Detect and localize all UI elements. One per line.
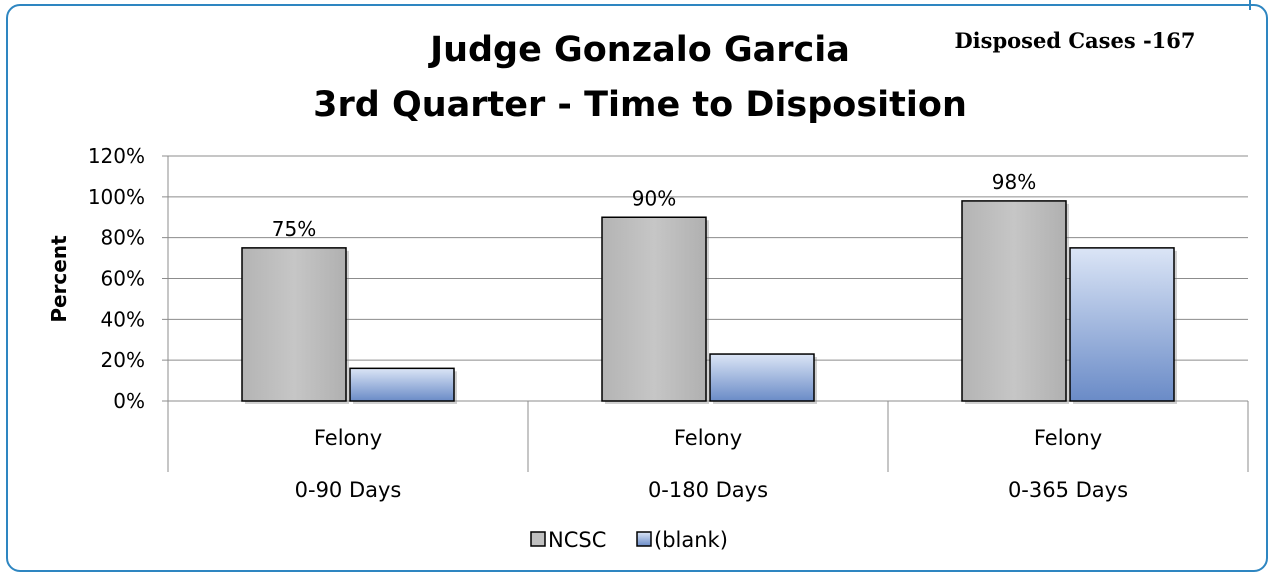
corner-mark-icon: [1249, 0, 1251, 10]
y-tick-label: 100%: [88, 185, 145, 209]
legend-swatch-ncsc: [530, 531, 546, 547]
data-label-ncsc: 90%: [632, 186, 676, 210]
y-axis-label: Percent: [47, 235, 71, 323]
bar-ncsc: [601, 216, 707, 402]
y-tick-label: 120%: [88, 144, 145, 168]
bar-ncsc: [241, 247, 347, 402]
category-label-type: Felony: [674, 426, 742, 450]
bars: [241, 200, 1177, 404]
category-label-range: 0-90 Days: [295, 478, 402, 502]
category-label-type: Felony: [314, 426, 382, 450]
legend: NCSC (blank): [530, 528, 728, 552]
bar-blank: [709, 353, 815, 402]
data-label-ncsc: 75%: [272, 217, 316, 241]
y-tick-label: 20%: [101, 348, 145, 372]
disposed-cases-note: Disposed Cases -167: [954, 28, 1195, 53]
y-tick-label: 80%: [101, 226, 145, 250]
y-tick-label: 40%: [101, 307, 145, 331]
category-labels: Felony 0-90 Days Felony 0-180 Days Felony 0-3…: [295, 426, 1128, 502]
y-tick-label: 60%: [101, 267, 145, 291]
legend-label-blank: (blank): [654, 528, 728, 552]
legend-swatch-blank: [636, 531, 652, 547]
y-tick-label: 0%: [113, 389, 145, 413]
category-label-range: 0-365 Days: [1008, 478, 1128, 502]
bar-ncsc: [961, 200, 1067, 402]
legend-label-ncsc: NCSC: [548, 528, 606, 552]
data-labels: 75% 90% 98%: [272, 170, 1036, 241]
chart-title-line1: Judge Gonzalo Garcia: [428, 30, 850, 70]
bar-blank: [1069, 247, 1175, 402]
chart-title-line2: 3rd Quarter - Time to Disposition: [313, 85, 967, 125]
bar-blank: [349, 367, 455, 402]
category-label-type: Felony: [1034, 426, 1102, 450]
y-tick-labels: 0% 20% 40% 60% 80% 100% 120%: [88, 144, 145, 413]
data-label-ncsc: 98%: [992, 170, 1036, 194]
category-label-range: 0-180 Days: [648, 478, 768, 502]
